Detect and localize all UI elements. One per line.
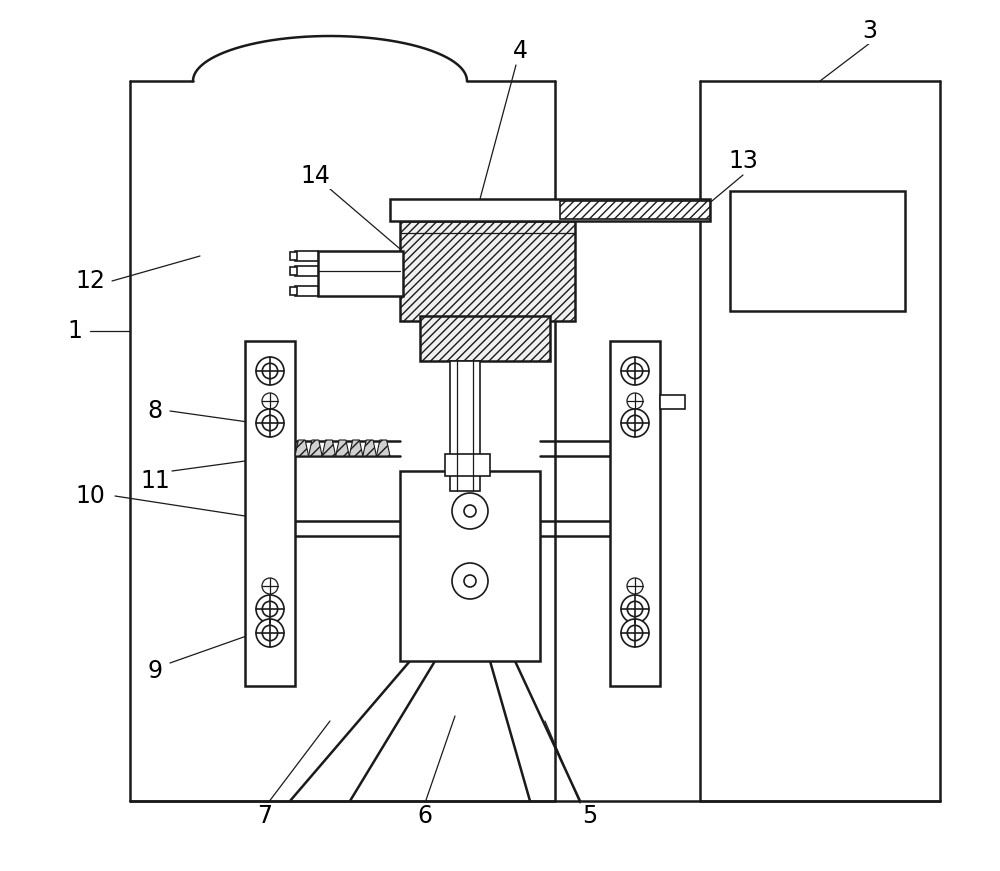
Circle shape <box>452 493 488 529</box>
Circle shape <box>627 363 643 379</box>
Circle shape <box>262 578 278 594</box>
Polygon shape <box>349 440 363 456</box>
Polygon shape <box>376 440 390 456</box>
Bar <box>560 201 710 219</box>
Polygon shape <box>295 440 309 456</box>
Bar <box>400 471 540 661</box>
Circle shape <box>256 619 284 647</box>
Circle shape <box>452 563 488 599</box>
Circle shape <box>262 393 278 409</box>
Text: 9: 9 <box>148 659 162 683</box>
Bar <box>730 191 905 311</box>
Text: 10: 10 <box>75 484 105 508</box>
Text: 5: 5 <box>582 804 598 828</box>
Text: 6: 6 <box>418 804 432 828</box>
Text: 12: 12 <box>75 269 105 293</box>
Circle shape <box>621 409 649 437</box>
Circle shape <box>262 415 278 430</box>
Circle shape <box>262 363 278 379</box>
Polygon shape <box>322 440 336 456</box>
Circle shape <box>621 357 649 385</box>
Bar <box>290 267 297 275</box>
Circle shape <box>627 578 643 594</box>
Bar <box>610 341 660 686</box>
Bar <box>445 454 490 476</box>
Circle shape <box>464 505 476 517</box>
Bar <box>245 341 295 686</box>
Text: 13: 13 <box>728 149 758 173</box>
Bar <box>420 316 550 361</box>
Bar <box>390 199 710 221</box>
Text: 4: 4 <box>512 39 528 63</box>
Text: 1: 1 <box>68 319 82 343</box>
Polygon shape <box>309 440 322 456</box>
Circle shape <box>621 619 649 647</box>
Circle shape <box>627 415 643 430</box>
Circle shape <box>627 625 643 641</box>
Bar <box>318 251 403 296</box>
Polygon shape <box>363 440 376 456</box>
Text: 8: 8 <box>147 399 163 423</box>
Circle shape <box>256 409 284 437</box>
Circle shape <box>621 595 649 623</box>
Circle shape <box>256 357 284 385</box>
Bar <box>295 251 318 261</box>
Bar <box>290 287 297 295</box>
Bar <box>400 221 575 321</box>
Circle shape <box>262 625 278 641</box>
Text: 14: 14 <box>300 164 330 188</box>
Bar <box>450 361 480 491</box>
Circle shape <box>256 595 284 623</box>
Circle shape <box>627 601 643 617</box>
Bar <box>290 252 297 260</box>
Polygon shape <box>336 440 349 456</box>
Bar <box>295 286 318 296</box>
Bar <box>660 395 685 409</box>
Bar <box>295 266 318 276</box>
Text: 7: 7 <box>258 804 272 828</box>
Circle shape <box>627 393 643 409</box>
Circle shape <box>464 575 476 587</box>
Text: 3: 3 <box>862 19 878 43</box>
Text: 11: 11 <box>140 469 170 493</box>
Circle shape <box>262 601 278 617</box>
